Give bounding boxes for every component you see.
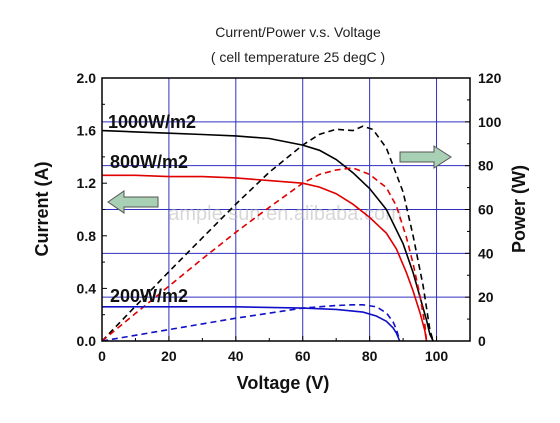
x-tick-label: 100 bbox=[425, 348, 449, 364]
x-tick-label: 80 bbox=[362, 348, 378, 364]
current-line-2002 bbox=[102, 306, 401, 342]
y-left-tick-label: 0.4 bbox=[77, 280, 97, 296]
x-tick-label: 20 bbox=[161, 348, 177, 364]
series-label-1000: 1000W/m2 bbox=[108, 112, 196, 132]
y-right-tick-label: 60 bbox=[478, 202, 494, 218]
y-right-tick-label: 120 bbox=[478, 70, 502, 86]
chart-subtitle: ( cell temperature 25 degC ) bbox=[211, 49, 385, 65]
y-left-axis-label: Current (A) bbox=[32, 162, 52, 257]
series-label-800: 800W/m2 bbox=[110, 152, 188, 172]
series-label-200: 200W/m2 bbox=[110, 286, 188, 306]
x-tick-label: 0 bbox=[98, 348, 106, 364]
y-right-tick-label: 0 bbox=[478, 333, 486, 349]
current-line-10002 bbox=[101, 129, 434, 342]
watermark-layer: ample sun.en.alibaba.com bbox=[168, 203, 401, 225]
y-right-tick-label: 80 bbox=[478, 158, 494, 174]
y-left-tick-label: 1.6 bbox=[77, 123, 97, 139]
y-left-tick-label: 2.0 bbox=[77, 70, 97, 86]
plot-frame bbox=[101, 77, 471, 342]
y-right-axis-label: Power (W) bbox=[509, 165, 529, 253]
x-axis-label: Voltage (V) bbox=[237, 373, 330, 393]
x-tick-label: 60 bbox=[295, 348, 311, 364]
series-layer bbox=[101, 125, 434, 342]
right-arrow-icon bbox=[399, 145, 452, 169]
arrow-layer bbox=[107, 145, 452, 214]
y-right-tick-label: 40 bbox=[478, 245, 494, 261]
chart-title: Current/Power v.s. Voltage bbox=[215, 24, 381, 40]
watermark: ample sun.en.alibaba.com bbox=[168, 203, 401, 225]
y-left-tick-label: 0.8 bbox=[77, 228, 97, 244]
y-right-tick-label: 100 bbox=[478, 114, 502, 130]
tick-layer: 0 20 40 60 80 100 0.0 0.4 0.8 1.2 1.6 2.0 0 20 40 60 80 1… bbox=[77, 70, 502, 364]
y-left-tick-label: 1.2 bbox=[77, 175, 97, 191]
left-arrow-icon bbox=[107, 190, 159, 214]
grid bbox=[102, 78, 470, 341]
x-tick-label: 40 bbox=[228, 348, 244, 364]
y-right-tick-label: 20 bbox=[478, 289, 494, 305]
current-line-8002 bbox=[102, 174, 428, 342]
power-line-8002 bbox=[101, 167, 428, 342]
power-line-2002 bbox=[101, 304, 401, 342]
y-left-tick-label: 0.0 bbox=[77, 333, 97, 349]
